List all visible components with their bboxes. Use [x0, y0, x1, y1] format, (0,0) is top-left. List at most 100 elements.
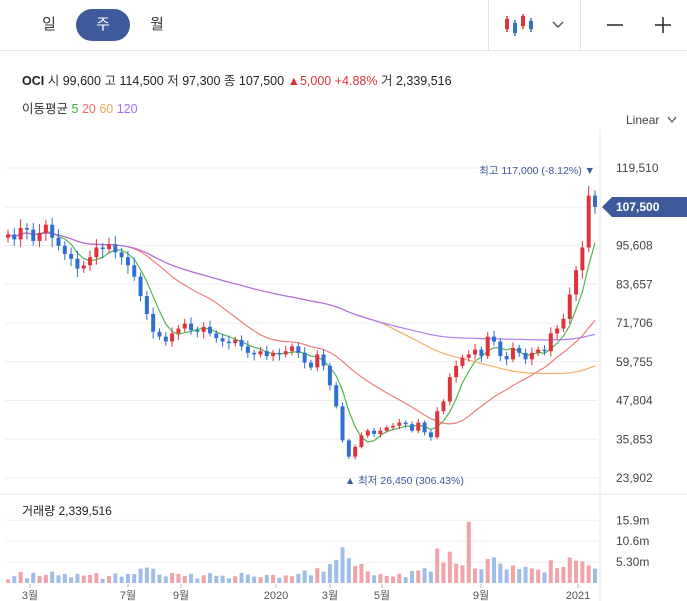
- candle-body: [397, 422, 402, 426]
- volume-bar: [492, 557, 497, 583]
- candle-body: [409, 424, 414, 431]
- volume-label: 거: [380, 74, 393, 88]
- zoom-in-button[interactable]: [648, 0, 678, 50]
- candle-body: [182, 323, 187, 329]
- tab-week[interactable]: 주: [76, 9, 130, 41]
- top-toolbar: 일 주 월: [0, 0, 687, 51]
- volume-bar: [233, 576, 238, 583]
- minus-icon: [607, 24, 623, 26]
- candle-body: [454, 365, 459, 378]
- candle-body: [384, 427, 389, 431]
- volume-bar: [290, 576, 295, 583]
- candle-body: [391, 425, 396, 428]
- candle-body: [56, 237, 61, 246]
- candle-body: [277, 352, 282, 355]
- volume-bar: [113, 573, 118, 583]
- candle-body: [94, 247, 99, 258]
- candle-body: [132, 265, 137, 277]
- volume-bar: [207, 573, 212, 583]
- candle-body: [252, 352, 257, 355]
- volume-bar: [144, 567, 149, 583]
- candle-body: [37, 232, 42, 241]
- candle-body: [548, 333, 553, 352]
- volume-bar: [220, 575, 225, 583]
- candle-body: [6, 234, 10, 238]
- volume-bar: [542, 572, 547, 583]
- moving-average-legend: 이동평균 5 20 60 120: [22, 98, 138, 117]
- volume-bar: [365, 571, 370, 583]
- volume-panel-title: 거래량 2,339,516: [22, 502, 112, 519]
- volume-bar: [529, 568, 534, 583]
- chart-type-button[interactable]: [498, 0, 570, 50]
- volume-bar: [226, 578, 231, 583]
- volume-bar: [12, 576, 17, 583]
- low-label: 저: [167, 74, 179, 88]
- volume-bar: [182, 575, 187, 583]
- tab-month[interactable]: 월: [150, 16, 164, 33]
- volume-bar: [43, 574, 48, 583]
- volume-bar: [346, 558, 351, 583]
- volume-bar: [321, 571, 326, 583]
- volume-bar: [353, 565, 358, 583]
- price-tick-label: 23,902: [616, 471, 653, 485]
- time-tick-label: 3월: [322, 589, 338, 601]
- chevron-down-icon: [552, 21, 564, 29]
- volume-bar: [195, 578, 200, 583]
- candle-body: [119, 252, 124, 258]
- candle-body: [201, 326, 206, 332]
- candle-body: [296, 346, 301, 353]
- candle-body: [62, 245, 67, 254]
- candle-body: [340, 406, 345, 441]
- volume-bar: [435, 548, 440, 583]
- volume-bar: [214, 575, 219, 583]
- candle-body: [226, 341, 231, 344]
- volume-panel-value: 2,339,516: [58, 504, 112, 518]
- volume-bar: [334, 559, 339, 583]
- annotations: 107,500 최고 117,000 (-8.12%) ▼ ▲ 최저 26,450 …: [345, 165, 687, 487]
- candlesticks: [6, 185, 597, 460]
- ma120-line: [7, 232, 596, 341]
- volume-bar: [574, 560, 579, 583]
- candle-body: [302, 352, 307, 363]
- moving-average-lines: [7, 230, 596, 443]
- volume-bar: [466, 521, 471, 583]
- scale-selector[interactable]: Linear: [626, 113, 677, 127]
- zoom-out-button[interactable]: [600, 0, 630, 50]
- moving-average-label: 이동평균: [22, 102, 69, 116]
- candle-body: [43, 224, 48, 233]
- price-tick-label: 47,804: [616, 394, 653, 408]
- volume-bar: [504, 569, 509, 583]
- volume-bar: [308, 575, 313, 583]
- volume-bar: [409, 570, 414, 583]
- candle-body: [24, 228, 29, 230]
- candle-body: [586, 195, 591, 248]
- candle-body: [31, 229, 36, 241]
- volume-bar: [151, 568, 156, 583]
- chevron-down-icon: [667, 116, 677, 124]
- volume-bar: [271, 574, 276, 583]
- volume-bar: [264, 574, 269, 583]
- candle-body: [567, 294, 572, 319]
- price-tick-label: 95,608: [616, 239, 653, 253]
- candle-body: [403, 422, 408, 425]
- volume-bar: [441, 562, 446, 583]
- volume-bar: [359, 563, 364, 583]
- candle-body: [138, 276, 143, 297]
- volume-bar: [422, 568, 427, 583]
- volume-bar: [454, 563, 459, 583]
- price-tick-label: 83,657: [616, 277, 653, 291]
- max-price-annotation: 최고 117,000 (-8.12%) ▼: [479, 165, 595, 177]
- candle-body: [492, 336, 497, 342]
- volume-bar: [384, 575, 389, 583]
- tab-day[interactable]: 일: [42, 16, 56, 33]
- candle-body: [428, 432, 433, 438]
- candle-body: [485, 336, 490, 357]
- candle-body: [536, 349, 541, 353]
- candle-body: [466, 354, 471, 358]
- volume-bar: [75, 573, 80, 583]
- candle-body: [258, 351, 263, 355]
- current-price-label: 107,500: [616, 200, 660, 214]
- candle-body: [264, 351, 269, 357]
- volume-bar: [125, 573, 130, 583]
